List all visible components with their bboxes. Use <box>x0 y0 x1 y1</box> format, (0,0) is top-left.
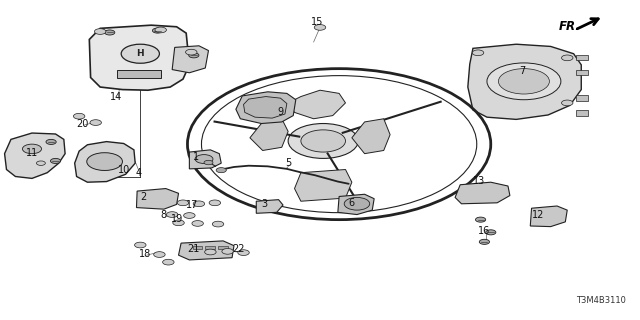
Polygon shape <box>179 241 234 260</box>
Text: 19: 19 <box>170 214 183 224</box>
Text: 22: 22 <box>232 244 244 254</box>
Bar <box>117 69 161 78</box>
Text: 10: 10 <box>118 165 131 175</box>
Polygon shape <box>338 194 374 215</box>
Polygon shape <box>455 182 510 204</box>
Text: 1: 1 <box>193 152 200 162</box>
Text: 15: 15 <box>310 17 323 27</box>
Circle shape <box>36 161 45 165</box>
Circle shape <box>209 200 221 206</box>
Circle shape <box>216 168 227 173</box>
Text: 12: 12 <box>532 210 545 220</box>
Circle shape <box>561 55 573 61</box>
Polygon shape <box>468 44 581 119</box>
Circle shape <box>184 213 195 218</box>
Polygon shape <box>250 119 288 150</box>
Circle shape <box>193 201 205 207</box>
Circle shape <box>479 239 490 244</box>
Circle shape <box>121 44 159 63</box>
Circle shape <box>166 212 178 217</box>
Text: 3: 3 <box>262 199 268 209</box>
Circle shape <box>51 158 61 164</box>
Text: T3M4B3110: T3M4B3110 <box>576 296 626 305</box>
Polygon shape <box>244 97 287 118</box>
Circle shape <box>288 124 358 158</box>
Circle shape <box>301 130 346 152</box>
Circle shape <box>238 250 249 255</box>
Circle shape <box>189 53 199 58</box>
Polygon shape <box>90 25 189 90</box>
Circle shape <box>74 113 85 119</box>
Polygon shape <box>256 200 283 213</box>
Text: 21: 21 <box>188 244 200 254</box>
Text: 11: 11 <box>26 148 38 158</box>
Polygon shape <box>288 90 346 119</box>
Circle shape <box>222 249 234 254</box>
Text: 14: 14 <box>110 92 122 101</box>
Circle shape <box>344 197 370 210</box>
Bar <box>576 55 588 60</box>
Text: 6: 6 <box>349 198 355 208</box>
Polygon shape <box>136 188 179 209</box>
Text: 16: 16 <box>478 226 490 236</box>
Circle shape <box>152 28 163 33</box>
Circle shape <box>487 63 561 100</box>
Circle shape <box>195 155 213 164</box>
Circle shape <box>154 252 165 257</box>
Circle shape <box>104 30 115 35</box>
Circle shape <box>192 220 204 226</box>
Text: 9: 9 <box>277 108 284 117</box>
Circle shape <box>173 220 184 226</box>
Circle shape <box>486 230 496 235</box>
Bar <box>193 246 202 250</box>
Polygon shape <box>352 119 390 154</box>
Circle shape <box>90 120 101 125</box>
Bar <box>576 69 588 75</box>
Bar <box>576 95 588 101</box>
Circle shape <box>212 221 224 227</box>
Polygon shape <box>172 46 209 73</box>
Bar <box>576 110 588 116</box>
Polygon shape <box>294 170 352 201</box>
Circle shape <box>186 49 197 55</box>
Polygon shape <box>189 150 221 169</box>
Polygon shape <box>236 92 296 124</box>
Text: 4: 4 <box>135 168 141 178</box>
Bar <box>205 246 215 250</box>
Text: H: H <box>136 49 144 58</box>
Text: 20: 20 <box>76 118 88 129</box>
Circle shape <box>561 100 573 106</box>
Polygon shape <box>4 133 65 178</box>
Text: 8: 8 <box>161 210 167 220</box>
Polygon shape <box>75 142 135 182</box>
Circle shape <box>163 259 174 265</box>
Text: 18: 18 <box>139 249 151 259</box>
Bar <box>218 246 228 250</box>
Text: 17: 17 <box>186 200 199 210</box>
Circle shape <box>476 217 486 222</box>
Circle shape <box>155 27 166 33</box>
Circle shape <box>205 249 216 255</box>
Text: 2: 2 <box>140 192 147 203</box>
Circle shape <box>134 242 146 248</box>
Text: 13: 13 <box>473 176 485 186</box>
Circle shape <box>499 69 549 94</box>
Circle shape <box>472 50 484 56</box>
Text: FR.: FR. <box>559 20 580 33</box>
Circle shape <box>204 160 213 165</box>
Text: 7: 7 <box>519 66 525 76</box>
Polygon shape <box>531 206 567 227</box>
Circle shape <box>46 140 56 144</box>
Circle shape <box>177 200 189 206</box>
Circle shape <box>95 29 106 34</box>
Circle shape <box>87 153 122 171</box>
Circle shape <box>22 144 42 154</box>
Circle shape <box>314 25 326 30</box>
Text: 5: 5 <box>285 158 291 168</box>
